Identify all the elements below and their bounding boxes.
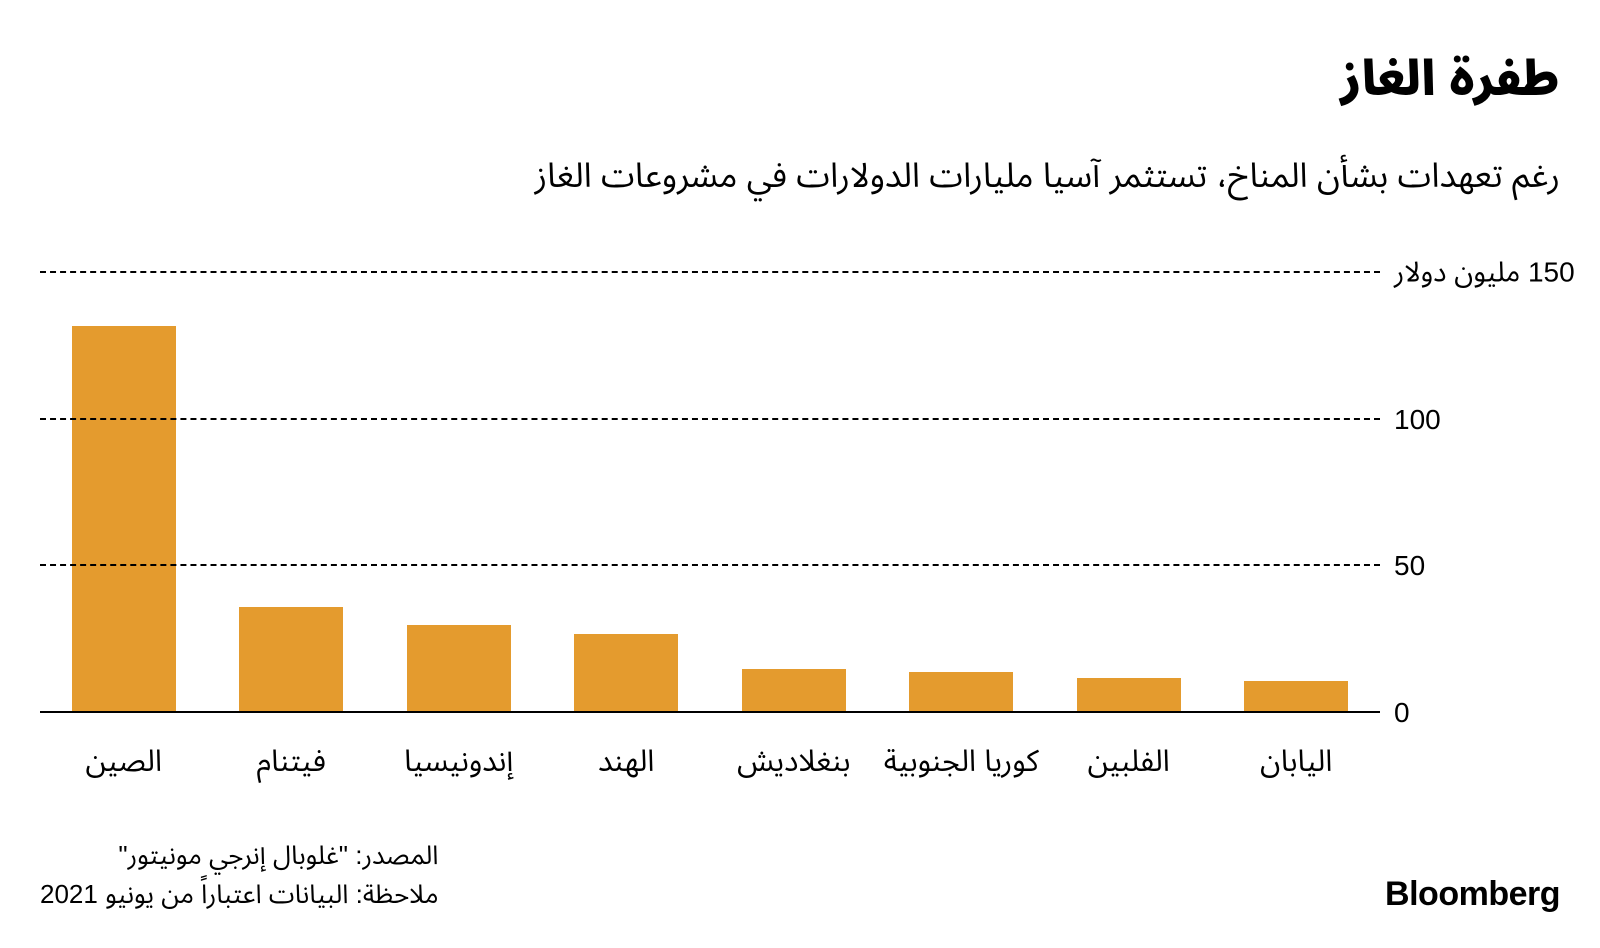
bar-slot (375, 273, 543, 713)
x-axis-labels: الصينفيتنامإندونيسياالهندبنغلاديشكوريا ا… (40, 731, 1380, 794)
x-tick-label: الفلبين (1045, 731, 1213, 794)
y-tick-label: 50 (1380, 550, 1425, 582)
x-tick-label: الهند (543, 731, 711, 794)
bar (742, 669, 846, 713)
bar (407, 625, 511, 713)
footnotes: المصدر: "غلوبال إنرجي مونيتور" ملاحظة: ا… (40, 836, 439, 914)
source-line: المصدر: "غلوبال إنرجي مونيتور" (40, 836, 439, 875)
y-tick-label: 150 مليون دولار (1380, 244, 1575, 303)
bar-slot (1213, 273, 1381, 713)
x-tick-label: كوريا الجنوبية (878, 731, 1046, 794)
bar (574, 634, 678, 713)
chart-area: 050100150 مليون دولار الصينفيتنامإندونيس… (40, 273, 1560, 794)
bar-slot (40, 273, 208, 713)
gridline (40, 564, 1380, 566)
bar-slot (208, 273, 376, 713)
bar (909, 672, 1013, 713)
x-tick-label: فيتنام (208, 731, 376, 794)
gridline (40, 271, 1380, 273)
note-line: ملاحظة: البيانات اعتباراً من يونيو 2021 (40, 875, 439, 914)
y-tick-label: 0 (1380, 697, 1410, 729)
bar (1244, 681, 1348, 713)
x-tick-label: اليابان (1213, 731, 1381, 794)
x-axis-line (40, 711, 1380, 713)
bar (72, 326, 176, 713)
chart-title: طفرة الغاز (40, 30, 1560, 131)
gridline (40, 418, 1380, 420)
bar-slot (878, 273, 1046, 713)
x-tick-label: بنغلاديش (710, 731, 878, 794)
chart-footer: المصدر: "غلوبال إنرجي مونيتور" ملاحظة: ا… (40, 836, 1560, 914)
chart-container: طفرة الغاز رغم تعهدات بشأن المناخ، تستثم… (0, 0, 1600, 948)
bars-group (40, 273, 1380, 713)
x-tick-label: الصين (40, 731, 208, 794)
chart-subtitle: رغم تعهدات بشأن المناخ، تستثمر آسيا مليا… (40, 141, 1560, 213)
bar (239, 607, 343, 713)
bar-slot (1045, 273, 1213, 713)
bar-slot (710, 273, 878, 713)
brand-logo: Bloomberg (1385, 875, 1560, 914)
plot-area: 050100150 مليون دولار (40, 273, 1380, 713)
bar (1077, 678, 1181, 713)
y-tick-label: 100 (1380, 404, 1441, 436)
x-tick-label: إندونيسيا (375, 731, 543, 794)
bar-slot (543, 273, 711, 713)
